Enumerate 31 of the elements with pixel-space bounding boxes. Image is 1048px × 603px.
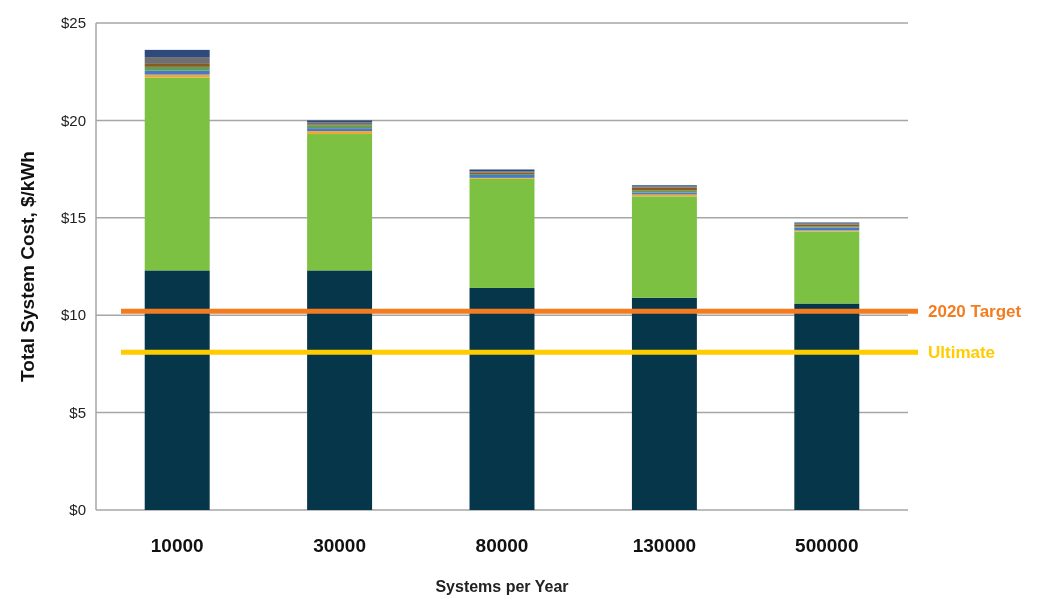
bar [144, 74, 210, 78]
bar [144, 77, 210, 271]
bar [307, 134, 373, 271]
x-tick-label: 10000 [150, 535, 204, 556]
bar [631, 297, 697, 510]
ref-line-label: 2020 Target [928, 302, 1022, 322]
y-tick-label: $5 [69, 403, 86, 421]
y-tick-label: $20 [60, 111, 86, 129]
y-tick-label: $10 [60, 306, 86, 324]
bar [307, 270, 373, 510]
x-tick-label: 80000 [475, 535, 529, 556]
y-axis-title: Total System Cost, $/kWh [17, 151, 38, 382]
bar [144, 49, 210, 58]
bar [144, 70, 210, 75]
bar [144, 57, 210, 64]
bar [144, 63, 210, 67]
y-tick-label: $0 [69, 501, 86, 519]
bar [631, 196, 697, 298]
x-tick-label: 500000 [795, 535, 859, 556]
y-tick-label: $25 [60, 14, 86, 32]
bar [469, 178, 535, 288]
y-tick-label: $15 [60, 209, 86, 227]
ref-line-label: Ultimate [928, 343, 996, 363]
bar [144, 66, 210, 71]
bar [794, 231, 860, 304]
x-tick-label: 30000 [313, 535, 367, 556]
bar [144, 270, 210, 510]
bar [794, 303, 860, 510]
x-axis-title: Systems per Year [435, 578, 569, 595]
x-tick-label: 130000 [632, 535, 697, 556]
bar [469, 287, 535, 510]
